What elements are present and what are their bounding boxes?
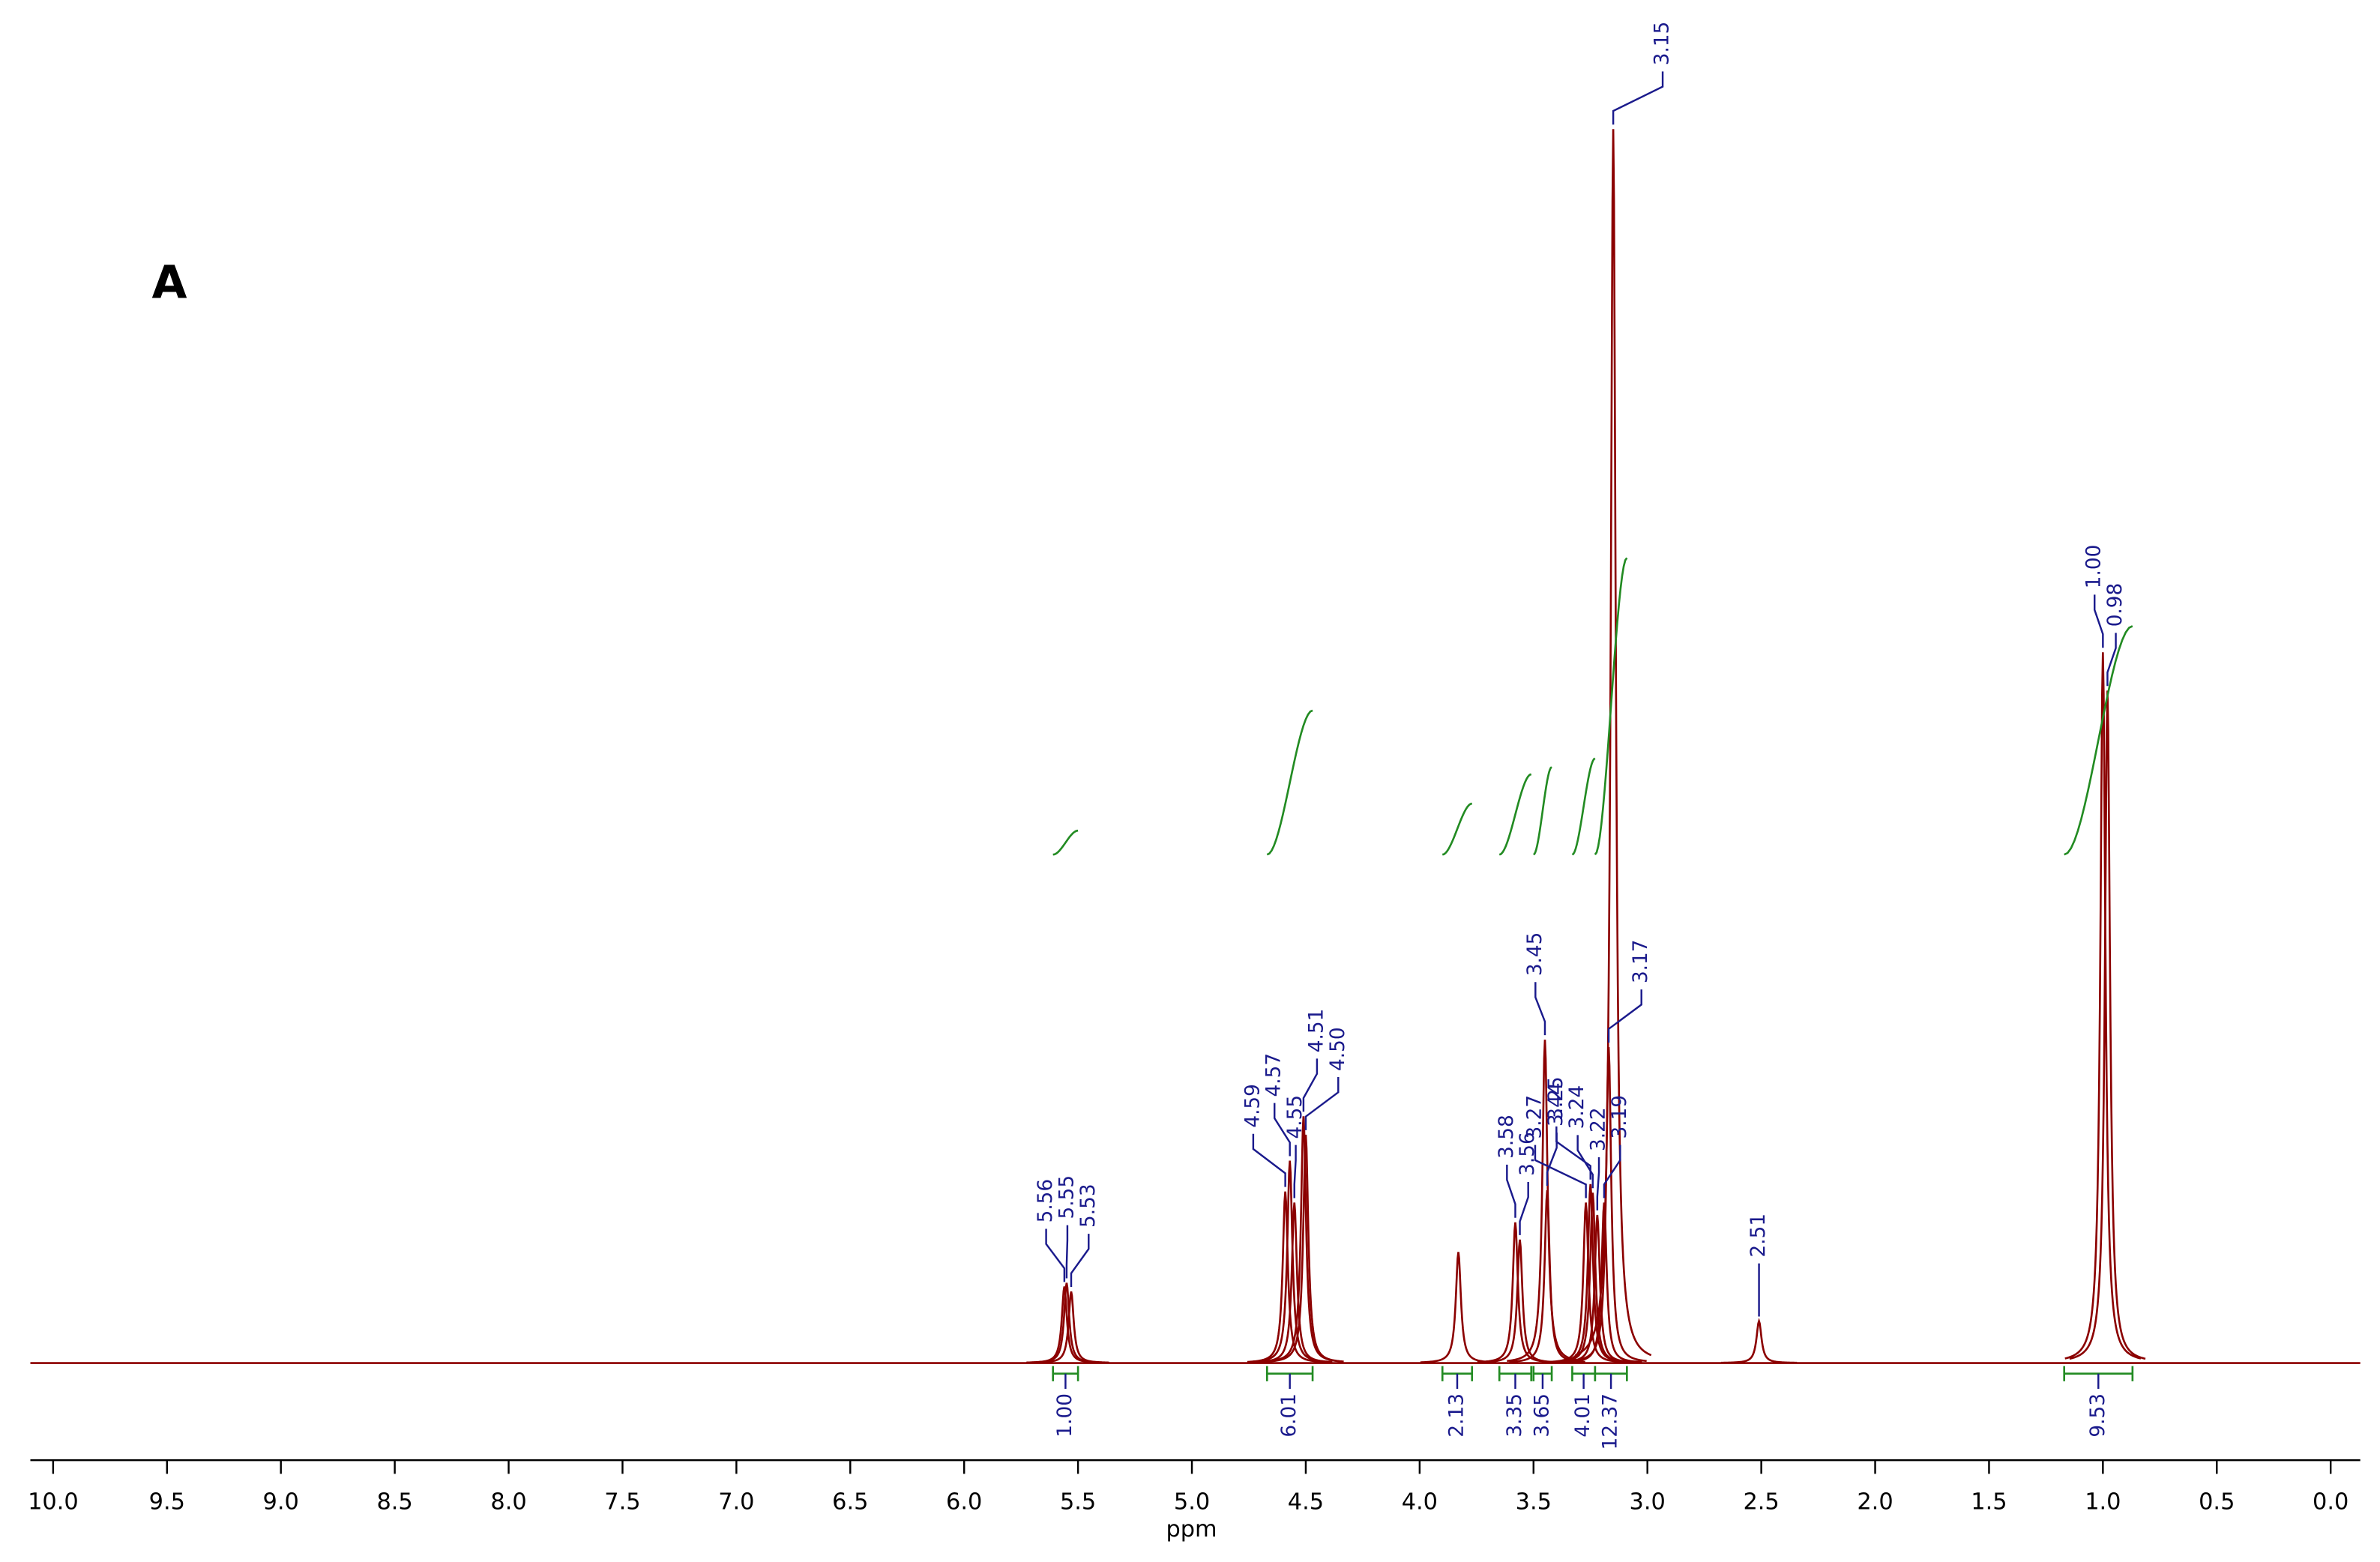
peak-label: 3.15 <box>1651 22 1674 66</box>
peak <box>1720 1318 1798 1364</box>
peak-label: 3.25 <box>1545 1076 1567 1121</box>
integral-curve <box>2064 625 2133 856</box>
x-tick-label: 5.5 <box>1060 1489 1096 1515</box>
x-tick-label: 5.0 <box>1174 1489 1210 1515</box>
peak-label: 0.98 <box>2104 583 2127 627</box>
peak-label: 1.00 <box>2083 545 2106 589</box>
integral-label: 2.13 <box>1445 1393 1468 1438</box>
x-tick-label: 2.0 <box>1857 1489 1893 1515</box>
x-tick-label: 2.5 <box>1743 1489 1779 1515</box>
x-tick-label: 7.5 <box>604 1489 640 1515</box>
peak-leader <box>1070 1234 1090 1287</box>
peak <box>1033 1291 1109 1364</box>
peak-label: 4.59 <box>1241 1084 1264 1128</box>
integral-label: 9.53 <box>2087 1393 2109 1438</box>
x-tick-label: 1.5 <box>1971 1489 2007 1515</box>
x-axis-label: ppm <box>1166 1516 1217 1543</box>
x-tick-label: 6.0 <box>946 1489 982 1515</box>
x-tick-label: 0.5 <box>2199 1489 2235 1515</box>
peak <box>1481 1239 1558 1363</box>
peak <box>1420 1252 1497 1363</box>
integral-curve <box>1533 766 1552 856</box>
peak-leader <box>1546 1133 1558 1186</box>
peak-label: 2.51 <box>1747 1213 1770 1258</box>
x-tick-label: 8.0 <box>490 1489 526 1515</box>
integral-label: 1.00 <box>1054 1393 1076 1438</box>
peak-leader <box>1576 1135 1594 1189</box>
peak-leader <box>1519 1181 1529 1235</box>
peak-leader <box>1506 1164 1516 1218</box>
integral-curve <box>1498 773 1532 856</box>
peak-label: 4.51 <box>1305 1009 1328 1053</box>
peak-label: 3.45 <box>1524 932 1546 977</box>
peak-label: 3.19 <box>1609 1095 1631 1139</box>
x-tick-label: 9.5 <box>149 1489 185 1515</box>
peak-leader <box>1534 1145 1587 1198</box>
x-tick-label: 1.0 <box>2085 1489 2121 1515</box>
integral-curve <box>1052 829 1079 856</box>
peak <box>1268 1134 1344 1363</box>
x-tick-label: 4.5 <box>1288 1489 1324 1515</box>
integral-curve <box>1266 709 1313 856</box>
x-tick-label: 8.5 <box>376 1489 412 1515</box>
integral-label: 3.35 <box>1504 1393 1526 1438</box>
integral-curve <box>1594 557 1628 855</box>
x-tick-label: 4.0 <box>1402 1489 1438 1515</box>
integral-label: 6.01 <box>1278 1393 1301 1438</box>
peak-leader <box>1603 1145 1621 1198</box>
peak-leader <box>1302 1058 1319 1112</box>
integral-label: 12.37 <box>1600 1393 1622 1450</box>
x-tick-label: 10.0 <box>28 1489 79 1515</box>
peak-leader <box>1596 1157 1600 1210</box>
peak <box>2069 690 2146 1360</box>
integral-curve <box>1441 802 1473 856</box>
x-tick-label: 3.5 <box>1516 1489 1552 1515</box>
peak-leader <box>1293 1145 1297 1198</box>
peak-label: 5.53 <box>1077 1183 1100 1228</box>
peak-leader <box>1045 1228 1066 1282</box>
peak-label: 3.27 <box>1523 1095 1546 1139</box>
peak-label: 4.50 <box>1327 1027 1349 1071</box>
peak-leader <box>1555 1126 1591 1180</box>
peak <box>1574 129 1652 1357</box>
panel-label: A <box>151 256 187 309</box>
peak-leader <box>1534 982 1546 1036</box>
peak <box>1251 1160 1328 1363</box>
peak-label: 3.58 <box>1495 1115 1518 1159</box>
peak-label: 5.56 <box>1034 1179 1057 1223</box>
x-tick-label: 9.0 <box>263 1489 299 1515</box>
peak-leader <box>1274 1103 1291 1157</box>
peak-label: 5.55 <box>1055 1175 1078 1219</box>
integral-label: 4.01 <box>1572 1393 1594 1438</box>
peak <box>2064 652 2142 1360</box>
peak-leader <box>2106 633 2117 687</box>
peak-label: 3.17 <box>1630 939 1652 983</box>
peak-leader <box>1304 1077 1340 1130</box>
peak-label: 3.22 <box>1588 1107 1610 1151</box>
integral-label: 3.65 <box>1531 1393 1553 1438</box>
x-tick-label: 0.0 <box>2313 1489 2349 1515</box>
peak-leader <box>1252 1133 1286 1187</box>
peak-label: 3.44 <box>1545 1082 1567 1127</box>
peak-leader <box>1607 989 1642 1043</box>
peak-label: 4.57 <box>1263 1053 1286 1097</box>
x-tick-label: 7.0 <box>718 1489 754 1515</box>
integral-curve <box>1571 757 1596 856</box>
peak-leader <box>2093 594 2104 648</box>
x-tick-label: 6.5 <box>832 1489 868 1515</box>
x-tick-label: 3.0 <box>1630 1489 1666 1515</box>
peak-label: 3.24 <box>1566 1085 1588 1130</box>
peak-leader <box>1612 71 1664 125</box>
